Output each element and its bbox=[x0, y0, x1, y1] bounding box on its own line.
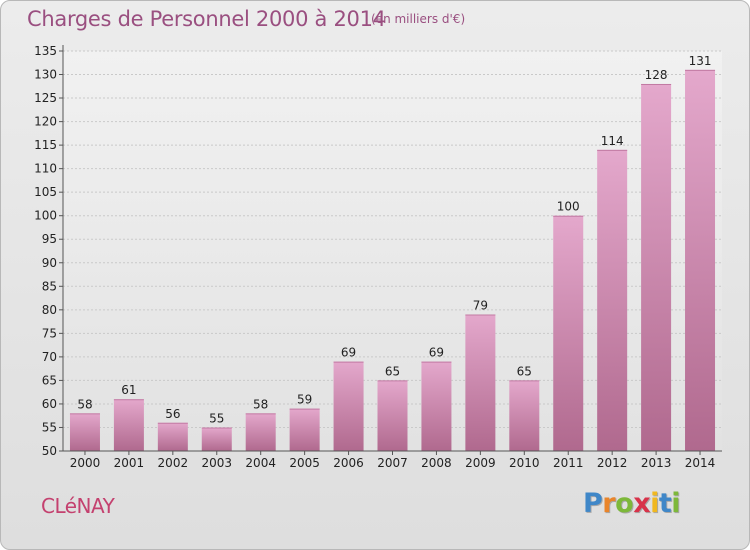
chart-subtitle: (en milliers d'€) bbox=[371, 12, 466, 26]
bar-2002 bbox=[157, 422, 188, 451]
value-label-2008: 69 bbox=[429, 346, 444, 360]
y-tick-label: 70 bbox=[42, 350, 57, 364]
chart-title: Charges de Personnel 2000 à 2014 bbox=[27, 7, 386, 31]
y-tick-label: 90 bbox=[42, 256, 57, 270]
x-tick-label-2004: 2004 bbox=[245, 456, 276, 470]
x-tick-label-2003: 2003 bbox=[201, 456, 232, 470]
y-tick-label: 75 bbox=[42, 326, 57, 340]
y-tick-label: 130 bbox=[34, 68, 57, 82]
bar-2009 bbox=[465, 314, 496, 451]
bar-2003 bbox=[201, 427, 232, 451]
value-label-2003: 55 bbox=[209, 411, 224, 425]
y-tick-label: 55 bbox=[42, 420, 57, 434]
bar-2012 bbox=[597, 149, 628, 451]
x-tick-label-2001: 2001 bbox=[114, 456, 145, 470]
value-label-2009: 79 bbox=[473, 299, 488, 313]
y-tick-label: 100 bbox=[34, 209, 57, 223]
commune-name: CLéNAY bbox=[41, 494, 115, 518]
bar-2004 bbox=[245, 413, 276, 451]
bar-2013 bbox=[641, 83, 672, 452]
value-label-2004: 58 bbox=[253, 397, 268, 411]
y-tick-label: 80 bbox=[42, 303, 57, 317]
value-label-2006: 69 bbox=[341, 346, 356, 360]
bar-2008 bbox=[421, 361, 452, 451]
value-label-2002: 56 bbox=[165, 407, 180, 421]
proxiti-logo[interactable]: Proxiti bbox=[583, 488, 681, 519]
bar-2006 bbox=[333, 361, 364, 451]
x-tick-label-2006: 2006 bbox=[333, 456, 364, 470]
bar-2010 bbox=[509, 380, 540, 451]
value-label-2014: 131 bbox=[689, 54, 712, 68]
y-tick-label: 125 bbox=[34, 91, 57, 105]
x-tick-label-2012: 2012 bbox=[597, 456, 628, 470]
x-tick-label-2009: 2009 bbox=[465, 456, 496, 470]
y-tick-label: 115 bbox=[34, 138, 57, 152]
value-label-2010: 65 bbox=[517, 364, 532, 378]
x-tick-label-2014: 2014 bbox=[685, 456, 716, 470]
y-tick-label: 110 bbox=[34, 162, 57, 176]
bar-2007 bbox=[377, 380, 408, 451]
x-tick-label-2011: 2011 bbox=[553, 456, 584, 470]
value-label-2013: 128 bbox=[645, 68, 668, 82]
value-label-2005: 59 bbox=[297, 393, 312, 407]
x-tick-label-2005: 2005 bbox=[289, 456, 320, 470]
y-tick-label: 105 bbox=[34, 185, 57, 199]
y-tick-label: 135 bbox=[34, 44, 57, 58]
y-tick-label: 95 bbox=[42, 232, 57, 246]
y-tick-label: 120 bbox=[34, 115, 57, 129]
x-tick-label-2007: 2007 bbox=[377, 456, 408, 470]
bar-2005 bbox=[289, 408, 320, 451]
value-label-2001: 61 bbox=[121, 383, 136, 397]
y-tick-label: 50 bbox=[42, 444, 57, 458]
bar-2000 bbox=[69, 413, 100, 451]
value-label-2000: 58 bbox=[77, 397, 92, 411]
bar-2014 bbox=[685, 69, 716, 451]
x-tick-label-2008: 2008 bbox=[421, 456, 452, 470]
y-tick-label: 60 bbox=[42, 397, 57, 411]
y-tick-label: 65 bbox=[42, 373, 57, 387]
value-label-2012: 114 bbox=[601, 134, 624, 148]
bars: 58 61 56 55 58 59 69 65 69 79 65 100 114 128 131 bbox=[69, 54, 716, 452]
value-label-2011: 100 bbox=[557, 200, 580, 214]
y-tick-label: 85 bbox=[42, 279, 57, 293]
x-tick-label-2000: 2000 bbox=[70, 456, 101, 470]
x-axis: 2000 2001 2002 2003 2004 2005 2006 2007 2008 2009… bbox=[70, 451, 716, 470]
y-axis: 50 55 60 65 70 75 80 85 90 95 100 105 110 115 120 125 13… bbox=[34, 44, 63, 458]
bar-2011 bbox=[553, 215, 584, 451]
x-tick-label-2013: 2013 bbox=[641, 456, 672, 470]
x-tick-label-2002: 2002 bbox=[158, 456, 189, 470]
value-label-2007: 65 bbox=[385, 364, 400, 378]
bar-2001 bbox=[113, 399, 144, 451]
x-tick-label-2010: 2010 bbox=[509, 456, 540, 470]
